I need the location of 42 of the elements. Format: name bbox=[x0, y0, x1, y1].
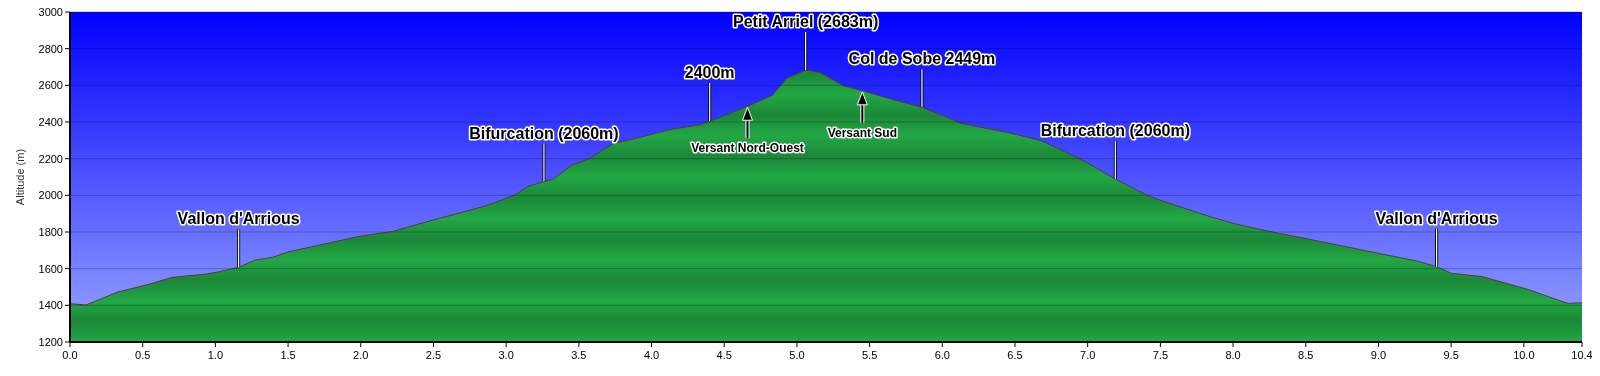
annotation: Versant Nord-Ouest bbox=[691, 141, 804, 156]
x-tick-label: 6.5 bbox=[1007, 349, 1023, 361]
x-tick-label: 9.5 bbox=[1443, 349, 1459, 361]
y-tick-label: 1400 bbox=[38, 299, 63, 312]
x-tick-label: 7.5 bbox=[1152, 349, 1169, 361]
x-tick-label: 2.0 bbox=[353, 349, 369, 361]
annotation: Vallon d'Arrious bbox=[177, 210, 300, 228]
y-tick-label: 2200 bbox=[38, 152, 63, 165]
y-tick-label: 2000 bbox=[38, 189, 63, 202]
x-tick-label: 7.0 bbox=[1080, 349, 1096, 361]
y-axis-title: Altitude (m) bbox=[14, 148, 26, 206]
x-tick-label: 2.5 bbox=[425, 349, 442, 361]
y-tick-label: 1800 bbox=[38, 225, 63, 238]
annotation: Bifurcation (2060m) bbox=[469, 124, 619, 142]
y-tick-label: 1200 bbox=[38, 335, 63, 348]
annotation: Col de Sobe 2449m bbox=[848, 50, 996, 68]
y-tick-label: 2400 bbox=[38, 115, 63, 128]
x-tick-label: 10.0 bbox=[1513, 349, 1535, 361]
x-tick-label: 9.0 bbox=[1370, 349, 1387, 361]
y-tick-label: 3000 bbox=[38, 5, 63, 18]
x-tick-label: 10.4 bbox=[1571, 349, 1593, 361]
annotation: Bifurcation (2060m) bbox=[1040, 122, 1190, 140]
x-tick-label: 4.0 bbox=[643, 349, 660, 361]
y-tick-label: 2600 bbox=[38, 79, 63, 92]
x-tick-label: 0.0 bbox=[62, 349, 78, 361]
x-tick-label: 3.5 bbox=[571, 349, 587, 361]
annotation: Petit Arriel (2683m) bbox=[733, 13, 879, 31]
x-tick-label: 5.0 bbox=[789, 349, 805, 361]
x-tick-label: 1.0 bbox=[207, 349, 224, 361]
x-tick-label: 8.5 bbox=[1298, 349, 1314, 361]
x-tick-label: 4.5 bbox=[716, 349, 732, 361]
annotation: Versant Sud bbox=[827, 125, 898, 140]
y-tick-label: 2800 bbox=[38, 42, 63, 55]
x-tick-label: 6.0 bbox=[934, 349, 950, 361]
x-tick-label: 5.5 bbox=[861, 349, 878, 361]
x-tick-label: 8.0 bbox=[1225, 349, 1241, 361]
annotation: Vallon d'Arrious bbox=[1375, 209, 1498, 227]
x-tick-label: 1.5 bbox=[280, 349, 296, 361]
annotation: 2400m bbox=[684, 64, 735, 82]
y-tick-label: 1600 bbox=[38, 262, 63, 275]
x-tick-label: 3.0 bbox=[498, 349, 514, 361]
x-tick-label: 0.5 bbox=[135, 349, 151, 361]
